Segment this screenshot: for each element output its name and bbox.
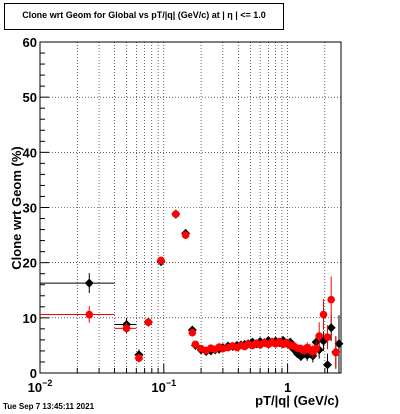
data-point <box>331 336 340 370</box>
x-tick-label: 10−1 <box>151 378 176 395</box>
data-point <box>327 276 335 323</box>
diamond-marker <box>326 323 336 333</box>
timestamp: Tue Sep 7 13:45:11 2021 <box>3 402 95 411</box>
data-point <box>181 231 190 239</box>
y-tick-label: 20 <box>23 256 37 271</box>
circle-marker <box>188 328 197 337</box>
y-tick-label: 30 <box>23 201 37 216</box>
data-point <box>40 306 115 323</box>
data-point <box>334 315 344 373</box>
circle-marker <box>319 310 328 319</box>
circle-marker <box>135 354 143 362</box>
circle-marker <box>85 310 94 319</box>
y-axis-label: Clone wrt Geom (%) <box>9 146 24 270</box>
y-tick-label: 50 <box>23 90 37 105</box>
circle-marker <box>171 210 180 218</box>
diamond-marker <box>322 360 332 370</box>
data-points <box>40 209 344 373</box>
data-point <box>188 328 197 337</box>
grid-lines <box>40 42 341 373</box>
y-tick-label: 10 <box>23 311 37 326</box>
circle-marker <box>122 324 131 333</box>
data-point <box>144 318 153 327</box>
tick-labels: 0 10 20 30 40 50 60 10−2 10−1 1 <box>23 35 292 395</box>
data-point <box>134 353 144 363</box>
data-point <box>319 299 328 330</box>
circle-marker <box>157 256 165 265</box>
y-tick-label: 40 <box>23 145 37 160</box>
y-tick-label: 0 <box>30 366 37 381</box>
x-tick-label: 10−2 <box>28 378 53 395</box>
x-tick-label: 1 <box>284 380 291 395</box>
x-axis-label: pT/|q| (GeV/c) <box>255 393 339 408</box>
diamond-marker <box>84 278 94 288</box>
data-point <box>114 322 137 334</box>
data-point <box>312 341 320 357</box>
data-point <box>171 210 180 218</box>
diamond-marker <box>334 339 344 349</box>
circle-marker <box>191 340 200 349</box>
data-point <box>156 256 165 265</box>
circle-marker <box>181 231 190 239</box>
circle-marker <box>323 333 332 341</box>
circle-marker <box>144 318 153 327</box>
data-point <box>322 353 332 373</box>
circle-marker <box>331 348 340 357</box>
data-point <box>323 325 332 350</box>
y-tick-label: 60 <box>23 35 37 50</box>
data-point <box>40 273 115 294</box>
circle-marker <box>315 332 324 340</box>
circle-marker <box>312 344 320 353</box>
circle-marker <box>327 295 335 304</box>
axis-ticks <box>39 41 326 374</box>
data-point <box>191 340 200 349</box>
chart-title: Clone wrt Geom for Global vs pT/|q| (GeV… <box>22 10 266 20</box>
data-point <box>315 322 324 350</box>
chart-title-box: Clone wrt Geom for Global vs pT/|q| (GeV… <box>4 3 284 30</box>
